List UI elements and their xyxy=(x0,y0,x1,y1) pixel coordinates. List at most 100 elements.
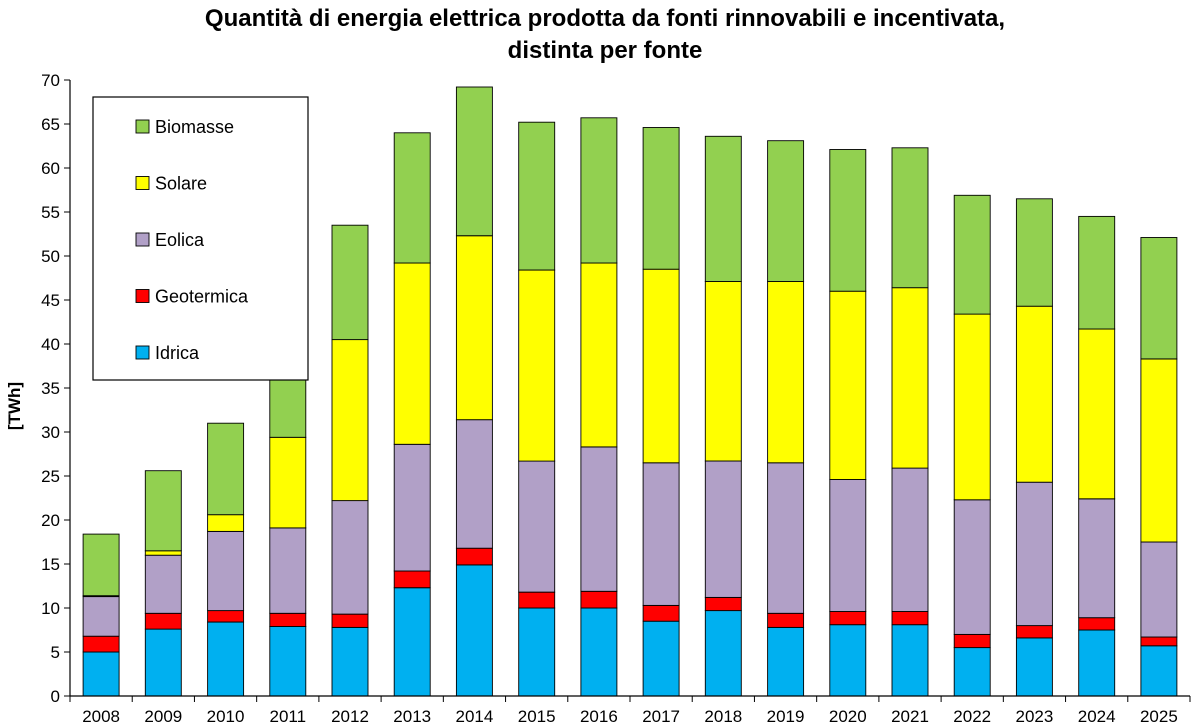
bar-segment-solare-2011 xyxy=(269,436,307,529)
y-tick-label: 50 xyxy=(41,247,60,266)
x-tick-label: 2014 xyxy=(456,707,494,726)
bar-segment-biomasse-2025 xyxy=(1140,237,1178,360)
legend-label-idrica: Idrica xyxy=(155,343,200,363)
bar-segment-eolica-2008 xyxy=(82,596,120,637)
bar-segment-biomasse-2023 xyxy=(1015,198,1053,307)
bar-segment-geotermica-2009 xyxy=(144,612,182,630)
bar-segment-geotermica-2021 xyxy=(891,611,929,626)
bar-segment-idrica-2022 xyxy=(953,647,991,697)
legend-box xyxy=(92,96,309,381)
bar-segment-idrica-2010 xyxy=(207,621,245,697)
legend-label-solare: Solare xyxy=(155,174,207,194)
bar-segment-geotermica-2024 xyxy=(1078,617,1116,631)
x-tick-label: 2017 xyxy=(642,707,680,726)
bar-segment-solare-2014 xyxy=(455,235,493,421)
bar-segment-eolica-2019 xyxy=(767,462,805,614)
y-tick-label: 45 xyxy=(41,291,60,310)
x-tick-label: 2009 xyxy=(144,707,182,726)
bar-segment-idrica-2009 xyxy=(144,628,182,697)
bar-segment-eolica-2011 xyxy=(269,527,307,614)
x-tick-label: 2022 xyxy=(953,707,991,726)
bar-segment-idrica-2012 xyxy=(331,626,369,697)
bar-segment-geotermica-2008 xyxy=(82,635,120,653)
bar-segment-idrica-2024 xyxy=(1078,629,1116,697)
bar-segment-solare-2009 xyxy=(144,550,182,556)
bar-segment-solare-2019 xyxy=(767,281,805,464)
x-tick-label: 2018 xyxy=(704,707,742,726)
x-tick-label: 2023 xyxy=(1016,707,1054,726)
bar-segment-solare-2024 xyxy=(1078,328,1116,500)
bar-segment-solare-2017 xyxy=(642,268,680,464)
bar-segment-geotermica-2022 xyxy=(953,633,991,649)
bar-segment-geotermica-2016 xyxy=(580,590,618,609)
bar-segment-solare-2013 xyxy=(393,262,431,445)
bar-segment-geotermica-2011 xyxy=(269,612,307,627)
legend-label-eolica: Eolica xyxy=(155,230,205,250)
y-axis-label: [TWh] xyxy=(5,382,24,430)
x-tick-label: 2016 xyxy=(580,707,618,726)
x-tick-label: 2013 xyxy=(393,707,431,726)
x-tick-label: 2015 xyxy=(518,707,556,726)
bar-segment-biomasse-2013 xyxy=(393,132,431,264)
x-tick-label: 2011 xyxy=(269,707,306,726)
bar-segment-eolica-2015 xyxy=(518,460,556,593)
y-tick-label: 35 xyxy=(41,379,60,398)
bar-segment-eolica-2014 xyxy=(455,419,493,549)
bar-segment-geotermica-2018 xyxy=(704,596,742,612)
bar-segment-solare-2022 xyxy=(953,313,991,501)
x-tick-label: 2020 xyxy=(829,707,867,726)
y-tick-label: 70 xyxy=(41,71,60,90)
chart-title-line-1: Quantità di energia elettrica prodotta d… xyxy=(205,5,1005,32)
bar-segment-biomasse-2021 xyxy=(891,147,929,289)
bar-segment-geotermica-2019 xyxy=(767,612,805,628)
bar-segment-biomasse-2009 xyxy=(144,470,182,552)
bar-segment-geotermica-2023 xyxy=(1015,625,1053,639)
bar-segment-geotermica-2020 xyxy=(829,611,867,626)
bar-segment-solare-2021 xyxy=(891,287,929,469)
bar-segment-idrica-2014 xyxy=(455,564,493,697)
legend-swatch-geotermica xyxy=(135,289,150,303)
bar-segment-eolica-2016 xyxy=(580,446,618,592)
legend-swatch-eolica xyxy=(135,232,150,247)
bar-segment-geotermica-2017 xyxy=(642,604,680,622)
bar-segment-eolica-2022 xyxy=(953,499,991,635)
legend-label-geotermica: Geotermica xyxy=(155,287,249,307)
bar-segment-idrica-2020 xyxy=(829,624,867,697)
bar-segment-idrica-2025 xyxy=(1140,645,1178,697)
legend-swatch-biomasse xyxy=(135,119,150,134)
bar-segment-geotermica-2015 xyxy=(518,591,556,609)
bar-segment-solare-2025 xyxy=(1140,358,1178,543)
bar-segment-eolica-2025 xyxy=(1140,541,1178,638)
x-tick-label: 2019 xyxy=(767,707,805,726)
legend-swatch-idrica xyxy=(135,345,150,360)
bar-segment-eolica-2013 xyxy=(393,443,431,572)
bar-segment-solare-2020 xyxy=(829,290,867,480)
bar-segment-eolica-2009 xyxy=(144,554,182,614)
bar-segment-eolica-2012 xyxy=(331,500,369,615)
bar-segment-biomasse-2008 xyxy=(82,533,120,597)
bar-segment-idrica-2016 xyxy=(580,607,618,697)
bar-segment-eolica-2021 xyxy=(891,467,929,612)
bar-segment-biomasse-2022 xyxy=(953,194,991,315)
y-tick-label: 40 xyxy=(41,335,60,354)
bar-segment-biomasse-2015 xyxy=(518,121,556,271)
legend: Biomasse Solare Eolica Geotermica Idrica xyxy=(92,96,309,381)
bar-segment-idrica-2011 xyxy=(269,626,307,697)
bar-segment-idrica-2013 xyxy=(393,587,431,697)
bar-segment-idrica-2008 xyxy=(82,651,120,697)
bar-segment-geotermica-2025 xyxy=(1140,636,1178,647)
x-tick-label: 2008 xyxy=(82,707,120,726)
bars-layer xyxy=(82,86,1178,697)
bar-segment-biomasse-2017 xyxy=(642,127,680,270)
y-tick-label: 0 xyxy=(51,687,60,706)
x-tick-label: 2010 xyxy=(207,707,245,726)
bar-segment-geotermica-2014 xyxy=(455,547,493,566)
bar-segment-geotermica-2012 xyxy=(331,613,369,628)
bar-segment-biomasse-2012 xyxy=(331,224,369,341)
bar-segment-solare-2012 xyxy=(331,339,369,502)
bar-segment-solare-2016 xyxy=(580,262,618,448)
bar-segment-biomasse-2018 xyxy=(704,135,742,282)
bar-segment-idrica-2023 xyxy=(1015,637,1053,697)
